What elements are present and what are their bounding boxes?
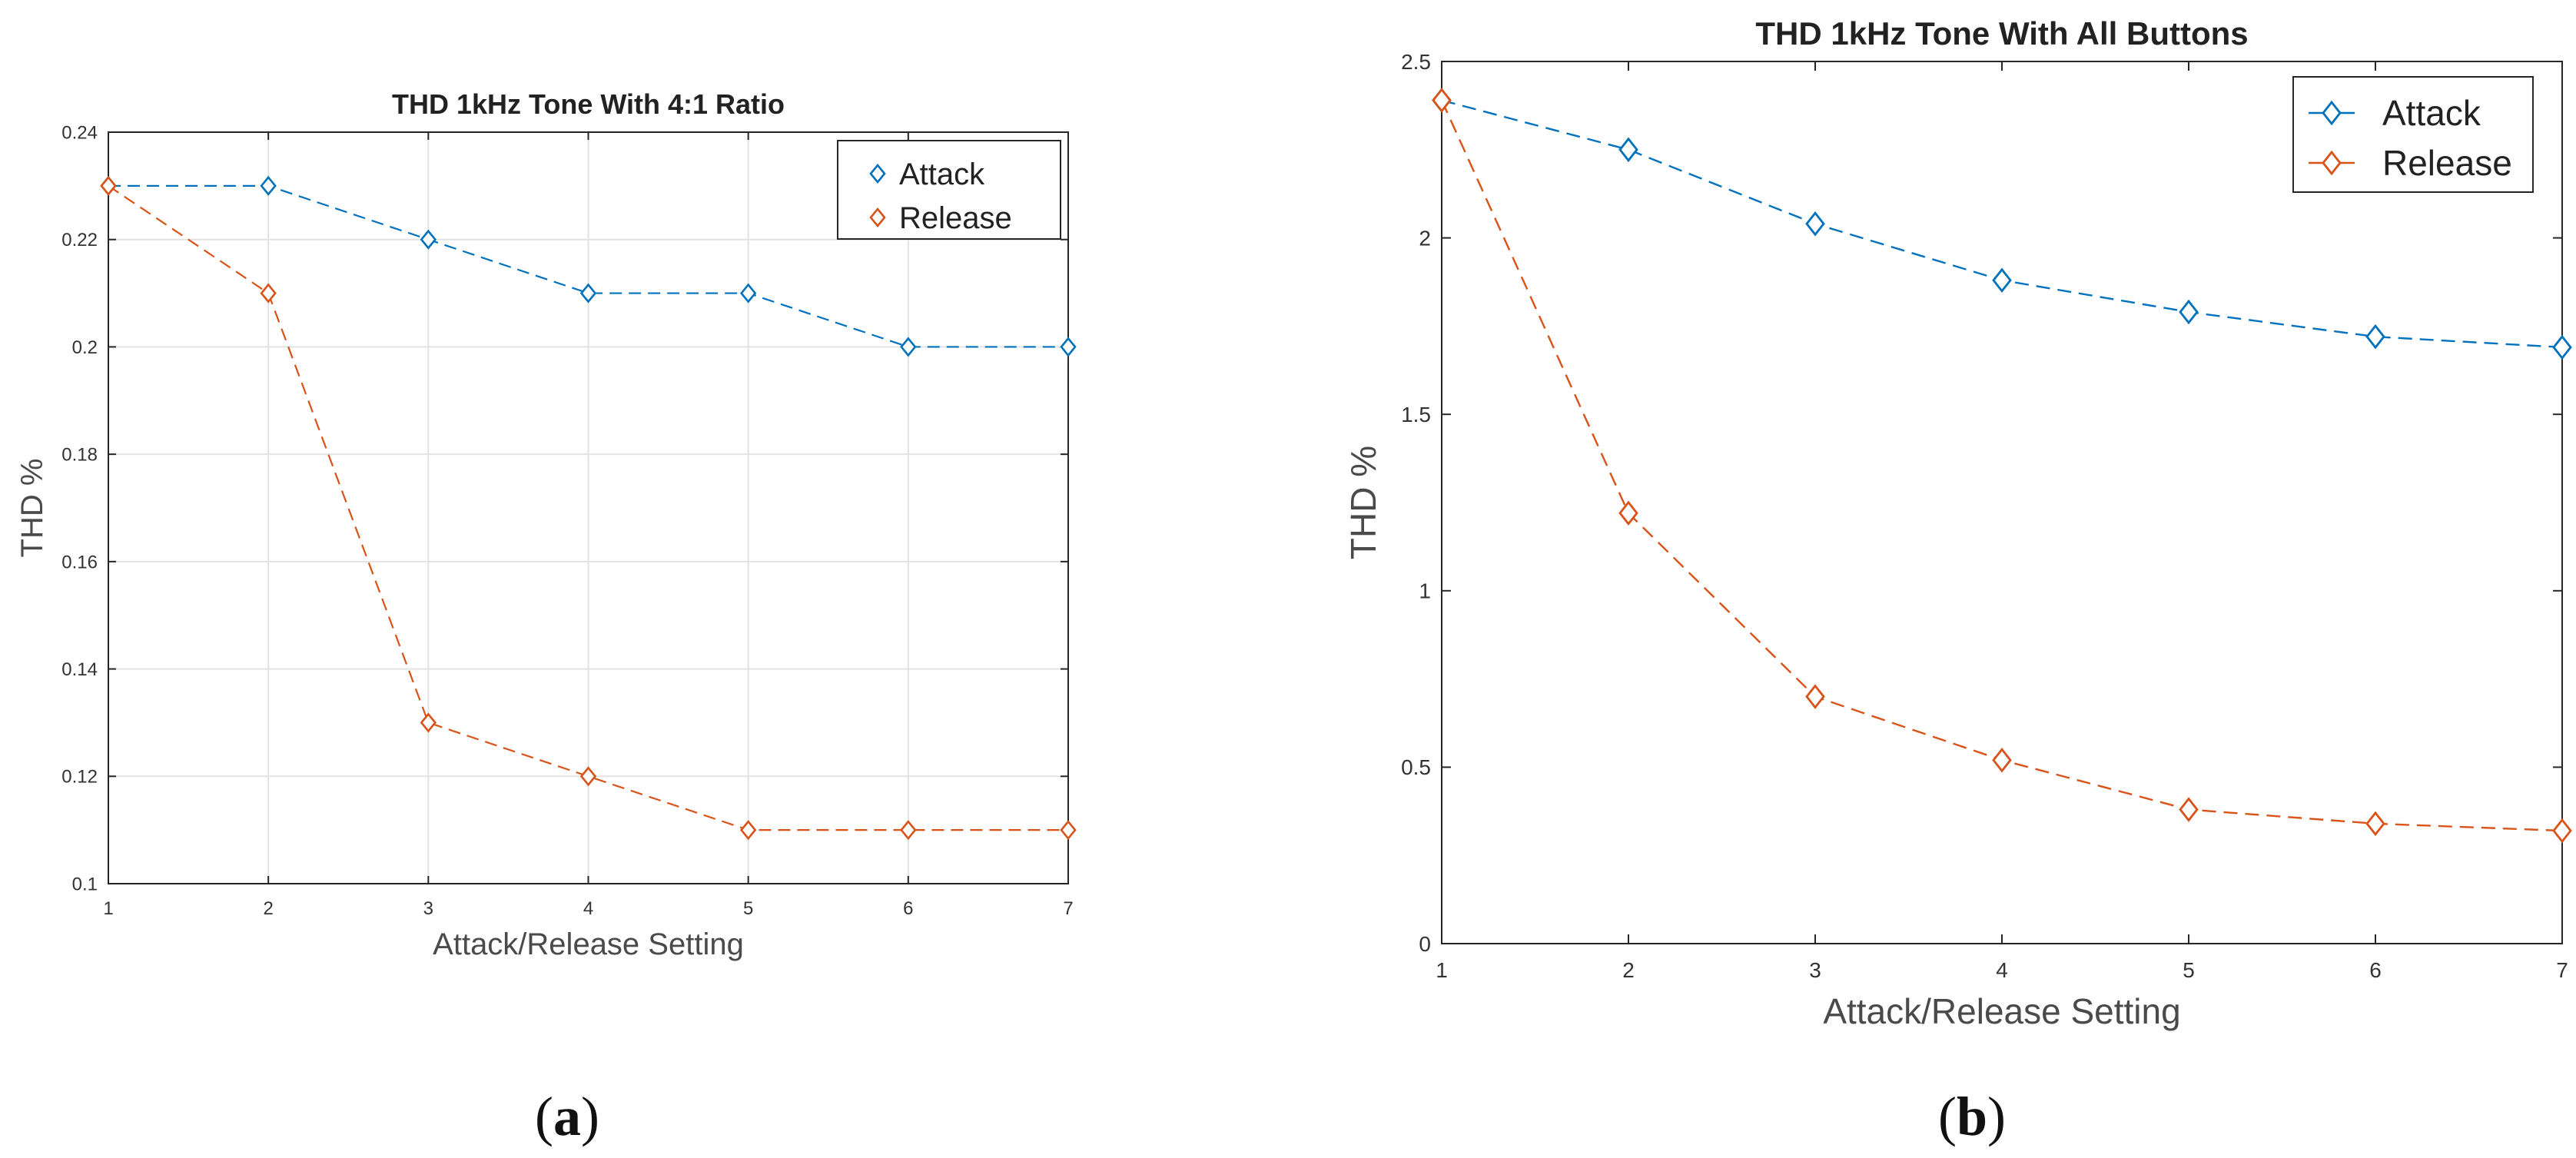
legend-label-release: Release bbox=[2382, 143, 2512, 183]
x-tick-label: 4 bbox=[583, 898, 593, 919]
data-point-release bbox=[2179, 797, 2199, 822]
x-tick-label: 5 bbox=[743, 898, 753, 919]
y-tick-label: 0.5 bbox=[1401, 755, 1431, 779]
panel-caption: (b) bbox=[1938, 1086, 2006, 1147]
x-tick-label: 2 bbox=[1622, 958, 1635, 982]
y-tick-label: 0.14 bbox=[61, 659, 98, 680]
plot-area bbox=[1442, 61, 2562, 944]
x-tick-label: 7 bbox=[1063, 898, 1073, 919]
data-point-release bbox=[2365, 811, 2385, 837]
panel-caption: (a) bbox=[535, 1086, 599, 1147]
legend-marker-attack bbox=[869, 163, 886, 184]
data-point-attack bbox=[2365, 324, 2385, 350]
x-tick-label: 3 bbox=[1809, 958, 1821, 982]
y-axis-label: THD % bbox=[15, 459, 49, 558]
data-point-release bbox=[2552, 818, 2572, 844]
chart-panel-a: 1 2 3 4 5 6 7 0.1 0.12 0.14 0.16 0.18 0.2 0.22 0.24 THD… bbox=[15, 88, 1077, 1147]
data-point-attack bbox=[420, 229, 437, 250]
data-point-attack bbox=[1805, 211, 1825, 237]
data-point-attack bbox=[1992, 267, 2012, 293]
data-point-release bbox=[100, 175, 117, 196]
legend-marker-release bbox=[869, 207, 886, 228]
legend-marker-release bbox=[2322, 150, 2342, 176]
chart-title: THD 1kHz Tone With All Buttons bbox=[1755, 15, 2248, 51]
data-point-attack bbox=[900, 337, 917, 357]
data-point-attack bbox=[1618, 137, 1638, 163]
legend-marker-attack bbox=[2322, 100, 2342, 126]
data-point-release bbox=[1060, 820, 1077, 841]
legend-label-attack: Attack bbox=[2382, 93, 2481, 133]
chart-panel-b: 1 2 3 4 5 6 7 0 0.5 1 1.5 2 2.5 THD 1kHz Tone With Al… bbox=[1343, 15, 2572, 1147]
x-tick-label: 3 bbox=[423, 898, 433, 919]
x-tick-label: 7 bbox=[2556, 958, 2568, 982]
y-tick-label: 0.2 bbox=[72, 337, 98, 358]
x-axis-label: Attack/Release Setting bbox=[1823, 991, 2180, 1031]
x-tick-label: 6 bbox=[2369, 958, 2382, 982]
data-point-attack bbox=[260, 175, 277, 196]
x-axis-label: Attack/Release Setting bbox=[433, 927, 744, 961]
y-tick-label: 0.16 bbox=[61, 552, 98, 572]
y-tick-label: 2 bbox=[1419, 226, 1431, 250]
y-tick-label: 0.18 bbox=[61, 445, 98, 466]
legend-label-attack: Attack bbox=[899, 158, 985, 191]
data-point-release bbox=[1432, 88, 1452, 113]
x-tick-label: 2 bbox=[263, 898, 273, 919]
chart-title: THD 1kHz Tone With 4:1 Ratio bbox=[392, 88, 785, 120]
data-point-release bbox=[579, 766, 597, 787]
legend: Attack Release bbox=[837, 140, 1061, 240]
y-tick-label: 0.12 bbox=[61, 767, 98, 788]
x-tick-label: 1 bbox=[103, 898, 113, 919]
y-axis-label: THD % bbox=[1343, 446, 1383, 559]
data-point-attack bbox=[579, 283, 597, 304]
y-tick-label: 2.5 bbox=[1401, 50, 1431, 74]
x-tick-label: 6 bbox=[903, 898, 913, 919]
data-point-release bbox=[739, 820, 757, 841]
legend-label-release: Release bbox=[899, 201, 1012, 235]
data-point-release bbox=[1992, 747, 2012, 773]
data-point-release bbox=[900, 820, 917, 841]
y-tick-label: 1 bbox=[1419, 579, 1431, 603]
data-point-attack bbox=[1060, 337, 1077, 357]
legend: Attack Release bbox=[2292, 76, 2534, 193]
x-tick-label: 1 bbox=[1436, 958, 1448, 982]
y-tick-label: 0.22 bbox=[61, 230, 98, 251]
x-tick-label: 5 bbox=[2183, 958, 2195, 982]
data-point-attack bbox=[739, 283, 757, 304]
x-tick-label: 4 bbox=[1996, 958, 2008, 982]
y-tick-label: 0 bbox=[1419, 932, 1431, 956]
y-tick-label: 1.5 bbox=[1401, 403, 1431, 426]
y-tick-label: 0.1 bbox=[72, 874, 98, 894]
y-tick-label: 0.24 bbox=[61, 122, 98, 143]
data-point-release bbox=[260, 283, 277, 304]
data-point-attack bbox=[2552, 334, 2572, 360]
data-point-release bbox=[1805, 684, 1825, 709]
data-point-release bbox=[420, 712, 437, 733]
data-point-release bbox=[1618, 500, 1638, 526]
data-point-attack bbox=[2179, 299, 2199, 325]
